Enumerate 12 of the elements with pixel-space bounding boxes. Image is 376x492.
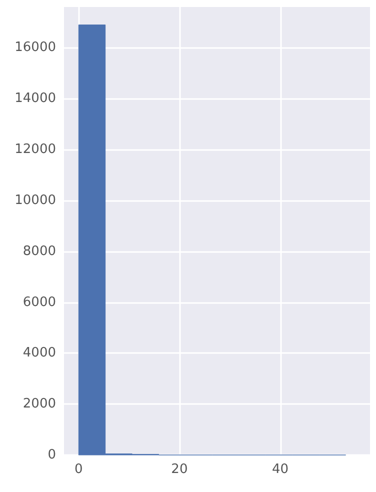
- y-tick-label: 12000: [14, 142, 56, 158]
- y-tick-label: 0: [48, 448, 56, 462]
- x-tick-label: 40: [272, 462, 289, 477]
- y-tick-label: 6000: [22, 294, 56, 310]
- y-tick-label: 16000: [14, 40, 56, 56]
- y-tick-label: 2000: [22, 396, 56, 412]
- y-tick-label: 4000: [22, 346, 56, 361]
- y-tick-label: 8000: [22, 244, 56, 259]
- x-tick-label: 0: [74, 462, 83, 477]
- y-tick-label: 10000: [14, 192, 56, 208]
- y-tick-label: 14000: [14, 91, 56, 106]
- x-tick-label: 20: [171, 462, 188, 477]
